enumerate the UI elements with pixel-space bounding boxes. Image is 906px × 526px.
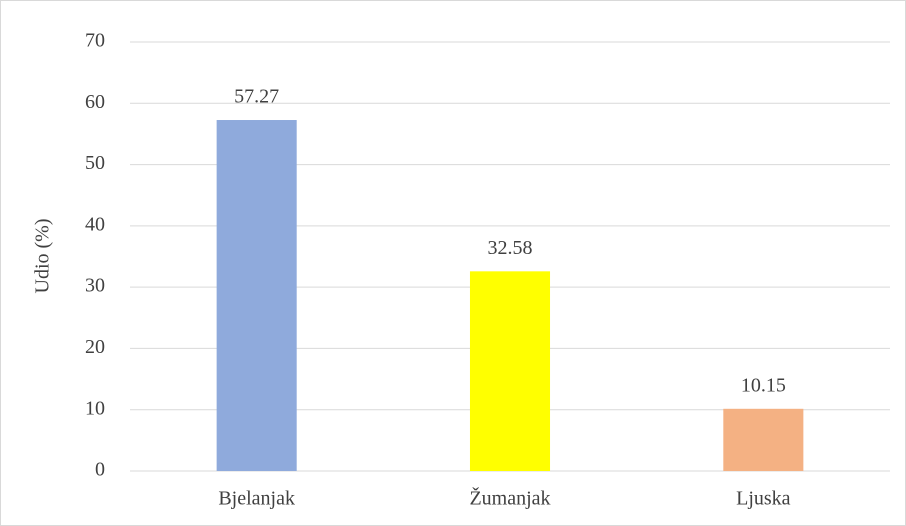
bar (216, 120, 297, 471)
data-label: 57.27 (234, 86, 279, 108)
data-label: 32.58 (488, 237, 533, 259)
x-tick-label: Ljuska (736, 488, 791, 510)
x-tick-label: Bjelanjak (218, 488, 295, 510)
bar (469, 271, 551, 471)
y-tick-label: 40 (85, 213, 105, 235)
y-tick-label: 10 (85, 397, 105, 419)
y-tick-label: 20 (85, 336, 105, 358)
y-tick-label: 30 (85, 275, 105, 297)
y-axis-label: Udio (%) (32, 219, 54, 294)
y-tick-label: 70 (85, 30, 105, 52)
data-label: 10.15 (741, 374, 786, 396)
y-tick-label: 50 (85, 152, 105, 174)
y-tick-label: 0 (95, 459, 105, 481)
y-tick-label: 60 (85, 91, 105, 113)
bar (723, 408, 804, 471)
x-tick-label: Žumanjak (469, 487, 550, 510)
